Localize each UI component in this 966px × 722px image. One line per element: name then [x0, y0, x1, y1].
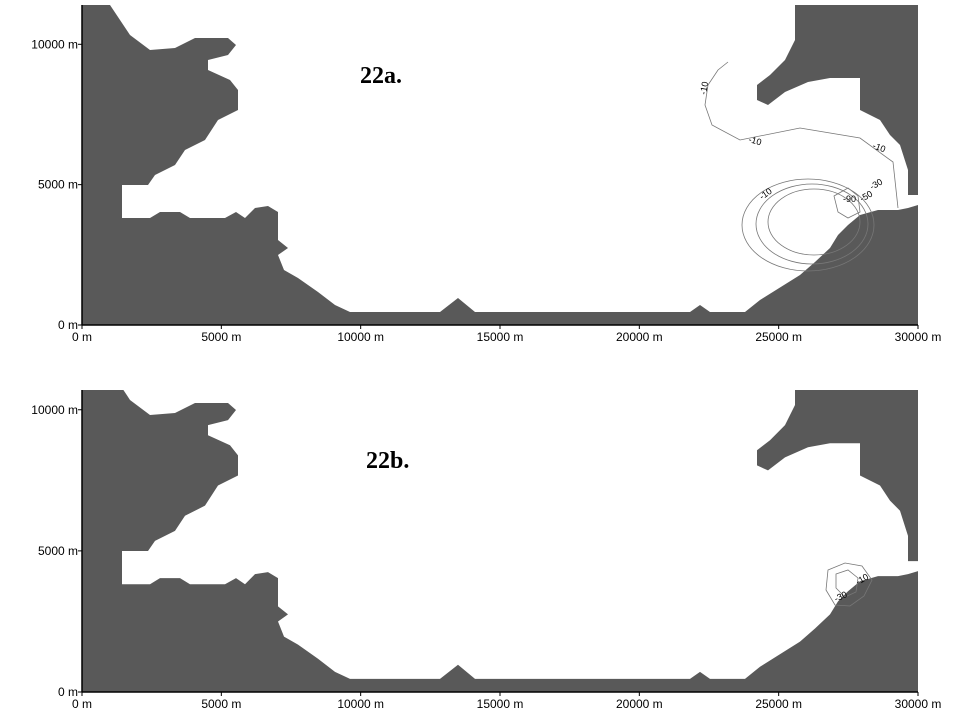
y-tick-label: 0 m — [58, 685, 78, 699]
contour-label: -30 — [868, 177, 884, 192]
x-tick-label: 5000 m — [201, 330, 241, 344]
contour-line — [825, 562, 873, 607]
contours-a: -10 -10 -10 -10 -30 -50 -90 — [698, 61, 899, 272]
y-tick-label: 0 m — [58, 318, 78, 332]
contour-line — [835, 569, 859, 598]
x-tick-label: 10000 m — [337, 330, 384, 344]
x-tick-label: 15000 m — [477, 330, 524, 344]
y-tick-label: 10000 m — [31, 37, 78, 51]
contour-line — [704, 61, 899, 209]
x-tick-label: 25000 m — [755, 330, 802, 344]
chart-title: 22a. — [360, 63, 402, 89]
contour-label: -10 — [871, 140, 887, 154]
x-tick-label: 30000 m — [895, 697, 942, 711]
land-b — [82, 390, 918, 692]
contour-label: -10 — [747, 134, 762, 147]
y-tick-label: 10000 m — [31, 403, 78, 417]
land-a — [82, 5, 918, 325]
x-tick-label: 0 m — [72, 697, 92, 711]
contour-line — [833, 187, 861, 219]
x-tick-label: 0 m — [72, 330, 92, 344]
x-tick-label: 15000 m — [477, 697, 524, 711]
contour-label: -90 — [843, 194, 856, 204]
x-tick-label: 30000 m — [895, 330, 942, 344]
contour-label: -30 — [833, 589, 849, 604]
contour-line — [741, 178, 875, 272]
contour-label: -10 — [757, 186, 773, 202]
contour-line — [755, 183, 869, 265]
x-tick-label: 10000 m — [337, 697, 384, 711]
x-tick-label: 25000 m — [755, 697, 802, 711]
contour-line — [767, 188, 861, 256]
y-tick-label: 5000 m — [38, 544, 78, 558]
x-tick-label: 5000 m — [201, 697, 241, 711]
x-tick-label: 20000 m — [616, 330, 663, 344]
y-tick-label: 5000 m — [38, 178, 78, 192]
contour-label: -10 — [698, 81, 710, 96]
x-tick-label: 20000 m — [616, 697, 663, 711]
chart-title: 22b. — [366, 448, 409, 474]
contours-b: -10 -30 — [825, 562, 873, 607]
